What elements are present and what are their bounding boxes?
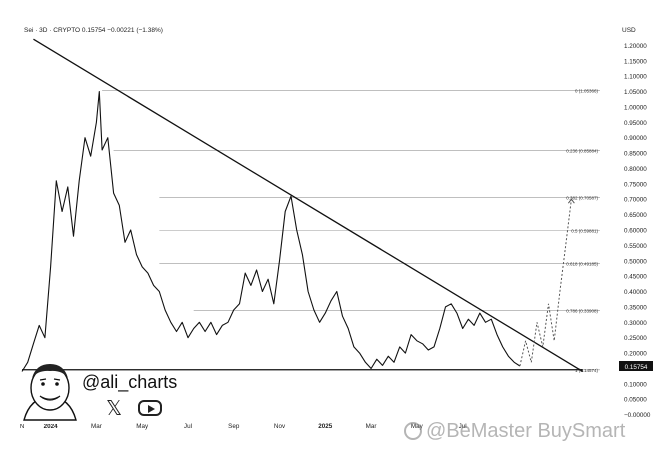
x-tick-label: Jul [184, 423, 192, 430]
x-tick-label: May [136, 423, 149, 430]
author-avatar [20, 364, 78, 424]
y-tick-label: 0.10000 [624, 381, 647, 388]
y-tick-label: 1.05000 [624, 89, 647, 96]
y-tick-label: 0.75000 [624, 181, 647, 188]
watermark-logo-icon [404, 422, 422, 440]
y-tick-label: 0.50000 [624, 258, 647, 265]
price-series-line [21, 90, 521, 372]
social-icons: 𝕏 [106, 396, 163, 420]
fib-level-label: 0.618 (0.49185) [566, 261, 598, 266]
x-logo-icon: 𝕏 [106, 396, 123, 420]
x-tick-label: Jul [459, 423, 467, 430]
fib-level-label: 0 (1.05366) [575, 88, 599, 93]
x-tick-label: Sep [228, 423, 240, 430]
youtube-icon [138, 400, 163, 416]
y-tick-label: 0.80000 [624, 166, 647, 173]
y-tick-label: 1.15000 [624, 58, 647, 65]
fib-level-label: 0.236 (0.85884) [566, 148, 598, 153]
y-tick-label: −0.00000 [624, 412, 651, 419]
y-tick-label: 0.55000 [624, 243, 647, 250]
descending-trendline [33, 38, 584, 373]
watermark-text: @BeMaster BuySmart [426, 420, 626, 442]
projection-path [519, 199, 572, 367]
y-tick-label: 0.95000 [624, 120, 647, 127]
x-tick-label: Nov [274, 423, 286, 430]
y-tick-label: 0.45000 [624, 274, 647, 281]
y-tick-label: 0.05000 [624, 397, 647, 404]
x-tick-label: 2025 [318, 423, 333, 430]
y-tick-label: 1.00000 [624, 104, 647, 111]
y-tick-label: 1.10000 [624, 74, 647, 81]
y-tick-label: 0.85000 [624, 151, 647, 158]
y-tick-label: 0.20000 [624, 351, 647, 358]
price-label: 0.15754 [81, 27, 106, 34]
y-tick-label: 0.90000 [624, 135, 647, 142]
y-tick-label: 0.30000 [624, 320, 647, 327]
change-label: −0.00221 (−1.38%) [107, 27, 163, 34]
y-tick-label: 0.40000 [624, 289, 647, 296]
y-tick-label: 0.60000 [624, 228, 647, 235]
y-tick-label: 0.70000 [624, 197, 647, 204]
x-tick-label: Mar [366, 423, 377, 430]
last-price-label: 0.15754 [625, 364, 648, 371]
fib-level-label: 0.5 (0.59881) [571, 228, 598, 233]
chart-header: Sei · 3D · CRYPTO 0.15754 −0.00221 (−1.3… [24, 27, 163, 34]
fib-level-label: 1 (0.14574) [575, 368, 599, 373]
x-tick-label: N [20, 423, 25, 430]
y-tick-label: 0.65000 [624, 212, 647, 219]
watermark: @BeMaster BuySmart [404, 420, 625, 443]
symbol-label: Sei · 3D · CRYPTO [24, 27, 81, 34]
y-tick-label: 0.25000 [624, 335, 647, 342]
author-handle: @ali_charts [82, 372, 178, 392]
fib-level-label: 0.382 (0.70587) [566, 195, 598, 200]
y-tick-label: 0.35000 [624, 304, 647, 311]
last-price-tag [619, 361, 653, 371]
x-tick-label: Mar [91, 423, 102, 430]
unit-label: USD [622, 27, 636, 34]
y-tick-label: 1.20000 [624, 43, 647, 50]
x-tick-label: 2024 [44, 423, 59, 430]
fib-level-label: 0.786 (0.33908) [566, 308, 598, 313]
projection-arrowhead [567, 198, 575, 204]
